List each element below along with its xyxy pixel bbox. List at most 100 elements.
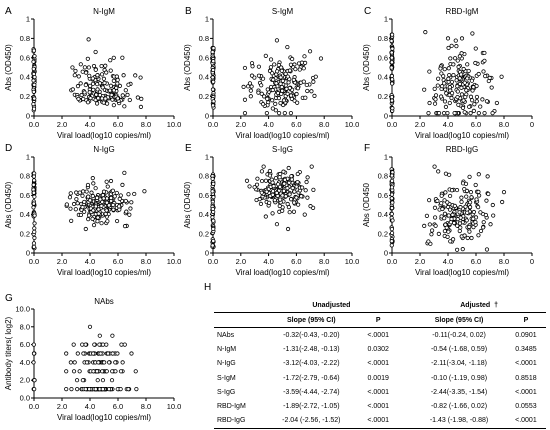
data-point bbox=[301, 79, 306, 84]
data-point bbox=[476, 110, 481, 116]
data-point bbox=[285, 44, 290, 50]
data-point bbox=[435, 198, 440, 203]
x-tick-label: 6.0 bbox=[113, 257, 123, 266]
data-point bbox=[303, 188, 308, 193]
data-point bbox=[472, 102, 477, 107]
data-point bbox=[250, 64, 255, 69]
panel-title: NAbs bbox=[94, 297, 114, 306]
data-point bbox=[85, 100, 91, 105]
x-tick-label: 10.0 bbox=[345, 257, 360, 266]
data-point bbox=[72, 73, 77, 78]
data-point bbox=[500, 199, 505, 205]
x-tick-label: 4.0 bbox=[443, 120, 453, 129]
data-point bbox=[74, 190, 79, 195]
data-point bbox=[96, 211, 101, 216]
data-point bbox=[242, 97, 248, 102]
data-point bbox=[70, 65, 75, 70]
y-tick-label: 0.2 bbox=[20, 229, 30, 238]
data-point bbox=[464, 88, 469, 93]
data-point bbox=[449, 95, 454, 101]
data-point bbox=[304, 82, 309, 88]
y-tick-label: 0 bbox=[26, 249, 30, 258]
x-tick-label: 0 bbox=[530, 120, 534, 129]
header-unadjusted: Unadjusted bbox=[264, 298, 399, 314]
data-point bbox=[210, 215, 215, 220]
x-tick-label: 0.0 bbox=[29, 402, 39, 411]
data-point bbox=[452, 56, 458, 61]
x-tick-label: 8.0 bbox=[141, 257, 151, 266]
data-point bbox=[270, 71, 275, 76]
data-point bbox=[303, 95, 308, 100]
y-tick-label: 0.2 bbox=[20, 92, 30, 101]
data-point bbox=[129, 351, 134, 356]
data-point bbox=[312, 93, 317, 98]
data-point bbox=[103, 211, 108, 217]
data-point bbox=[300, 185, 305, 190]
data-point bbox=[95, 219, 100, 224]
data-point bbox=[124, 209, 129, 214]
data-point bbox=[76, 74, 81, 79]
data-point bbox=[442, 99, 448, 104]
panel-f: F RBD-IgG 0.0 2.0 4.0 6.0 8.0 0 0 0.2 0.4 0.6 0.8 1 Vi… bbox=[362, 143, 534, 277]
data-point bbox=[120, 360, 125, 365]
data-point bbox=[464, 194, 469, 199]
data-point bbox=[390, 77, 395, 82]
data-point bbox=[95, 378, 100, 383]
data-point bbox=[283, 194, 288, 199]
x-tick-label: 10.0 bbox=[345, 120, 360, 129]
data-point bbox=[289, 177, 294, 182]
data-point bbox=[73, 68, 78, 74]
data-point bbox=[291, 209, 297, 214]
data-point bbox=[446, 229, 451, 234]
data-point bbox=[121, 73, 126, 78]
data-point bbox=[451, 62, 456, 67]
data-point bbox=[99, 221, 104, 226]
data-point bbox=[271, 77, 276, 82]
data-point bbox=[293, 67, 298, 72]
data-point bbox=[294, 91, 299, 97]
data-point bbox=[476, 205, 481, 210]
data-point bbox=[256, 90, 261, 95]
panel-c: C RBD-IgM 0.0 2.0 4.0 6.0 8.0 0 0 0.2 0.4 0.6 0.8 1 Vi… bbox=[362, 6, 534, 140]
data-point bbox=[389, 65, 394, 70]
x-tick-label: 6.0 bbox=[471, 120, 481, 129]
data-point bbox=[260, 76, 266, 81]
data-point bbox=[67, 195, 73, 200]
data-point bbox=[133, 73, 138, 78]
data-point bbox=[427, 198, 432, 203]
data-point bbox=[69, 386, 74, 392]
data-point bbox=[462, 233, 467, 238]
data-point bbox=[455, 94, 460, 100]
data-point bbox=[282, 110, 287, 116]
data-point bbox=[268, 65, 274, 70]
y-tick-label: 0.8 bbox=[378, 34, 388, 43]
data-point bbox=[77, 190, 82, 195]
data-point bbox=[32, 221, 37, 226]
y-tick-label: 0 bbox=[205, 249, 209, 258]
data-point bbox=[302, 54, 307, 59]
data-point bbox=[114, 74, 119, 79]
data-point bbox=[292, 200, 297, 205]
data-point bbox=[31, 342, 36, 347]
data-point bbox=[443, 171, 449, 176]
data-point bbox=[452, 110, 457, 116]
data-point bbox=[110, 188, 116, 193]
data-point bbox=[88, 96, 93, 101]
data-point bbox=[111, 78, 116, 83]
x-axis-label: Viral load(log10 copies/ml) bbox=[235, 131, 329, 140]
y-tick-label: 0.2 bbox=[378, 229, 388, 238]
data-point bbox=[440, 84, 445, 89]
data-point bbox=[114, 218, 120, 224]
data-point bbox=[132, 191, 137, 197]
data-point bbox=[87, 73, 92, 78]
x-tick-label: 2.0 bbox=[236, 257, 246, 266]
data-point bbox=[436, 231, 441, 236]
data-point bbox=[133, 369, 138, 374]
data-point bbox=[390, 32, 395, 37]
data-point bbox=[125, 92, 130, 97]
data-point bbox=[276, 62, 281, 68]
data-point bbox=[274, 222, 280, 227]
data-point bbox=[390, 200, 395, 205]
data-point bbox=[435, 83, 440, 88]
data-point bbox=[210, 49, 215, 55]
